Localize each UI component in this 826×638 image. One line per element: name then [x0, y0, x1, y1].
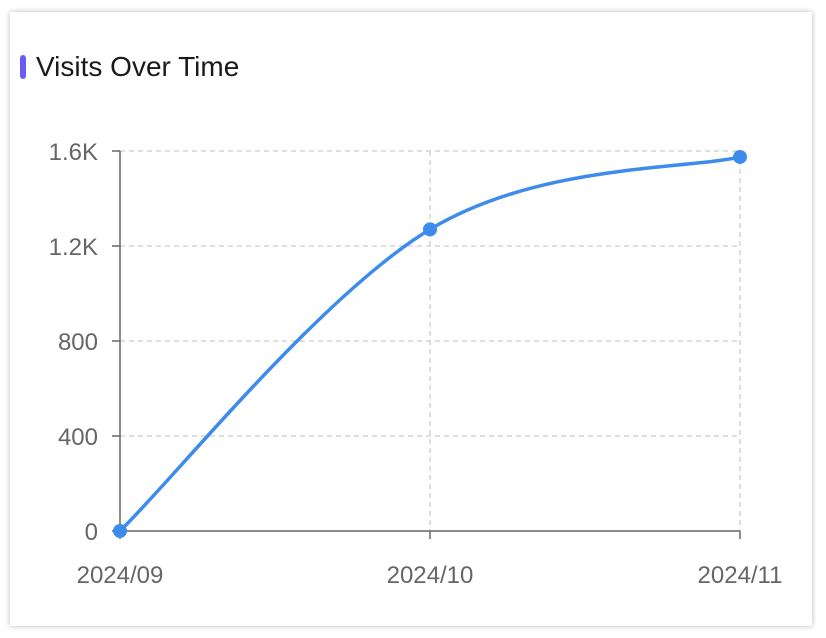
y-tick-label: 800: [58, 329, 98, 356]
title-accent-bar: [20, 55, 26, 79]
chart-header: Visits Over Time: [20, 52, 239, 82]
series-layer: [113, 149, 747, 538]
y-tick-label: 400: [58, 424, 98, 451]
axes: [112, 150, 741, 539]
y-tick-label: 1.2K: [49, 234, 98, 261]
chart-card: Visits Over Time: [10, 12, 812, 626]
data-point: [113, 524, 127, 538]
data-point: [733, 149, 747, 164]
chart-title: Visits Over Time: [36, 51, 240, 82]
x-tick-label: 2024/10: [387, 562, 474, 589]
tick-labels: 0 400 800 1.2K 1.6K 2024/09 2024/10 2024/11: [49, 139, 783, 589]
y-tick-label: 1.6K: [49, 139, 98, 166]
x-tick-label: 2024/11: [698, 562, 783, 589]
y-tick-label: 0: [85, 519, 98, 546]
data-point: [423, 222, 437, 237]
grid-lines: [120, 150, 741, 531]
x-tick-label: 2024/09: [77, 562, 164, 589]
